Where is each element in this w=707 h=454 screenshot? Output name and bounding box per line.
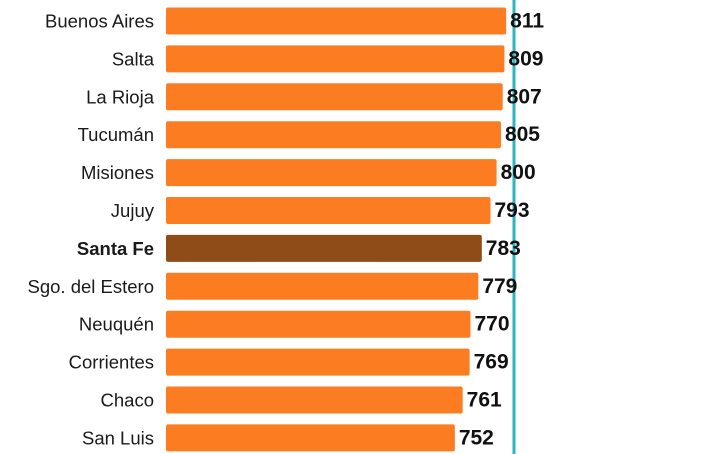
value-label-neuquen: 770 xyxy=(475,313,510,336)
value-label-salta: 809 xyxy=(508,47,543,70)
bar-corrientes xyxy=(166,348,470,376)
bar-misiones xyxy=(166,159,497,187)
value-label-corrientes: 769 xyxy=(474,351,509,374)
bar-chaco xyxy=(166,386,463,414)
bar-la-rioja xyxy=(166,83,503,111)
value-label-misiones: 800 xyxy=(501,161,536,184)
value-label-la-rioja: 807 xyxy=(507,85,542,108)
bars-group xyxy=(166,7,507,452)
bar-buenos-aires xyxy=(166,7,507,35)
bar-salta xyxy=(166,45,505,73)
category-label-sgo-del-estero: Sgo. del Estero xyxy=(28,276,155,297)
value-label-chaco: 761 xyxy=(467,389,502,412)
bar-jujuy xyxy=(166,197,491,224)
category-label-salta: Salta xyxy=(112,48,155,69)
category-label-la-rioja: La Rioja xyxy=(86,86,155,107)
category-label-misiones: Misiones xyxy=(81,162,154,183)
value-label-jujuy: 793 xyxy=(495,199,530,222)
value-label-tucuman: 805 xyxy=(505,123,540,146)
bar-sgo-del-estero xyxy=(166,272,479,300)
category-label-santa-fe: Santa Fe xyxy=(77,238,154,259)
labels-group: Buenos Aires 811 Salta 809 La Rioja 807 Tucumá… xyxy=(28,10,545,450)
value-label-san-luis: 752 xyxy=(459,426,494,449)
category-label-corrientes: Corrientes xyxy=(69,352,154,373)
bar-tucuman xyxy=(166,121,501,149)
category-label-tucuman: Tucumán xyxy=(78,124,154,145)
category-label-san-luis: San Luis xyxy=(82,427,154,448)
category-label-chaco: Chaco xyxy=(101,390,154,411)
value-label-santa-fe: 783 xyxy=(486,237,521,260)
category-label-buenos-aires: Buenos Aires xyxy=(45,11,154,32)
bar-san-luis xyxy=(166,424,455,452)
value-label-buenos-aires: 811 xyxy=(510,10,544,33)
category-label-neuquen: Neuquén xyxy=(79,314,154,335)
value-label-sgo-del-estero: 779 xyxy=(482,275,517,298)
category-label-jujuy: Jujuy xyxy=(111,200,155,221)
bar-neuquen xyxy=(166,310,471,338)
bar-santa-fe xyxy=(166,234,482,262)
